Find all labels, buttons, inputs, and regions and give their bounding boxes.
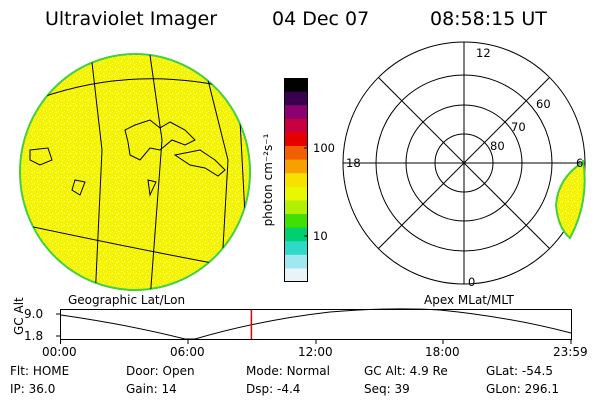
instrument-title: Ultraviolet Imager	[45, 8, 218, 30]
colorbar-segment	[284, 132, 308, 147]
colorbar-segment	[284, 214, 308, 229]
coastline	[173, 149, 226, 177]
meridian-line	[149, 54, 163, 290]
info-ip: IP: 36.0	[10, 382, 56, 396]
time-tick-label: 23:59	[553, 345, 588, 359]
coastline	[147, 179, 157, 197]
info-door: Door: Open	[126, 364, 195, 378]
colorbar-tick-100: 100	[313, 141, 335, 155]
info-mode: Mode: Normal	[246, 364, 330, 378]
observation-date: 04 Dec 07	[272, 8, 370, 30]
altitude-plot-frame	[60, 309, 572, 340]
coastline	[124, 119, 196, 161]
colorbar-segment	[284, 91, 308, 106]
colorbar-segment	[284, 105, 308, 120]
colorbar-tick-10: 10	[313, 229, 328, 243]
meridian-line	[89, 54, 103, 290]
lat-label-80: 80	[490, 139, 505, 153]
uv-disk	[19, 53, 251, 291]
info-dsp: Dsp: -4.4	[246, 382, 301, 396]
polar-plot-caption: Apex MLat/MLT	[424, 293, 514, 307]
geo-map-caption: Geographic Lat/Lon	[68, 293, 186, 307]
coastline	[29, 147, 53, 166]
time-tick-label: 00:00	[42, 345, 77, 359]
info-seq: Seq: 39	[364, 382, 410, 396]
colorbar-segment	[284, 146, 308, 161]
observation-time: 08:58:15 UT	[430, 8, 547, 30]
mlt-line-diag	[378, 77, 550, 249]
info-glon: GLon: 296.1	[486, 382, 559, 396]
altitude-curve	[60, 308, 572, 340]
coastline	[71, 179, 86, 196]
lat-label-70: 70	[511, 120, 526, 134]
colorbar-segment	[284, 241, 308, 256]
info-gc-alt: GC Alt: 4.9 Re	[364, 364, 448, 378]
altitude-ytick-high: 9.0	[24, 307, 44, 321]
colorbar-segment	[284, 200, 308, 215]
mlt-label-12: 12	[476, 46, 491, 60]
colorbar-segment	[284, 78, 308, 93]
info-glat: GLat: -54.5	[486, 364, 553, 378]
time-tick-label: 06:00	[170, 345, 205, 359]
polar-uv-region	[554, 159, 586, 240]
colorbar-segment	[284, 254, 308, 269]
info-gain: Gain: 14	[126, 382, 177, 396]
info-flt: Flt: HOME	[10, 364, 70, 378]
mlt-label-18: 18	[346, 156, 361, 170]
mlt-label-6: 6	[576, 156, 584, 170]
colorbar-segment	[284, 227, 308, 242]
time-tick-label: 12:00	[298, 345, 333, 359]
colorbar-segment	[284, 118, 308, 133]
time-tick-label: 18:00	[425, 345, 460, 359]
colorbar-segment	[284, 173, 308, 188]
colorbar-segment	[284, 268, 308, 282]
mlt-label-0: 0	[468, 275, 476, 289]
colorbar-segment	[284, 186, 308, 201]
altitude-ytick-low: 1.8	[24, 329, 44, 343]
color-bar	[284, 78, 308, 282]
colorbar-segment	[284, 159, 308, 174]
lat-label-60: 60	[536, 97, 551, 111]
